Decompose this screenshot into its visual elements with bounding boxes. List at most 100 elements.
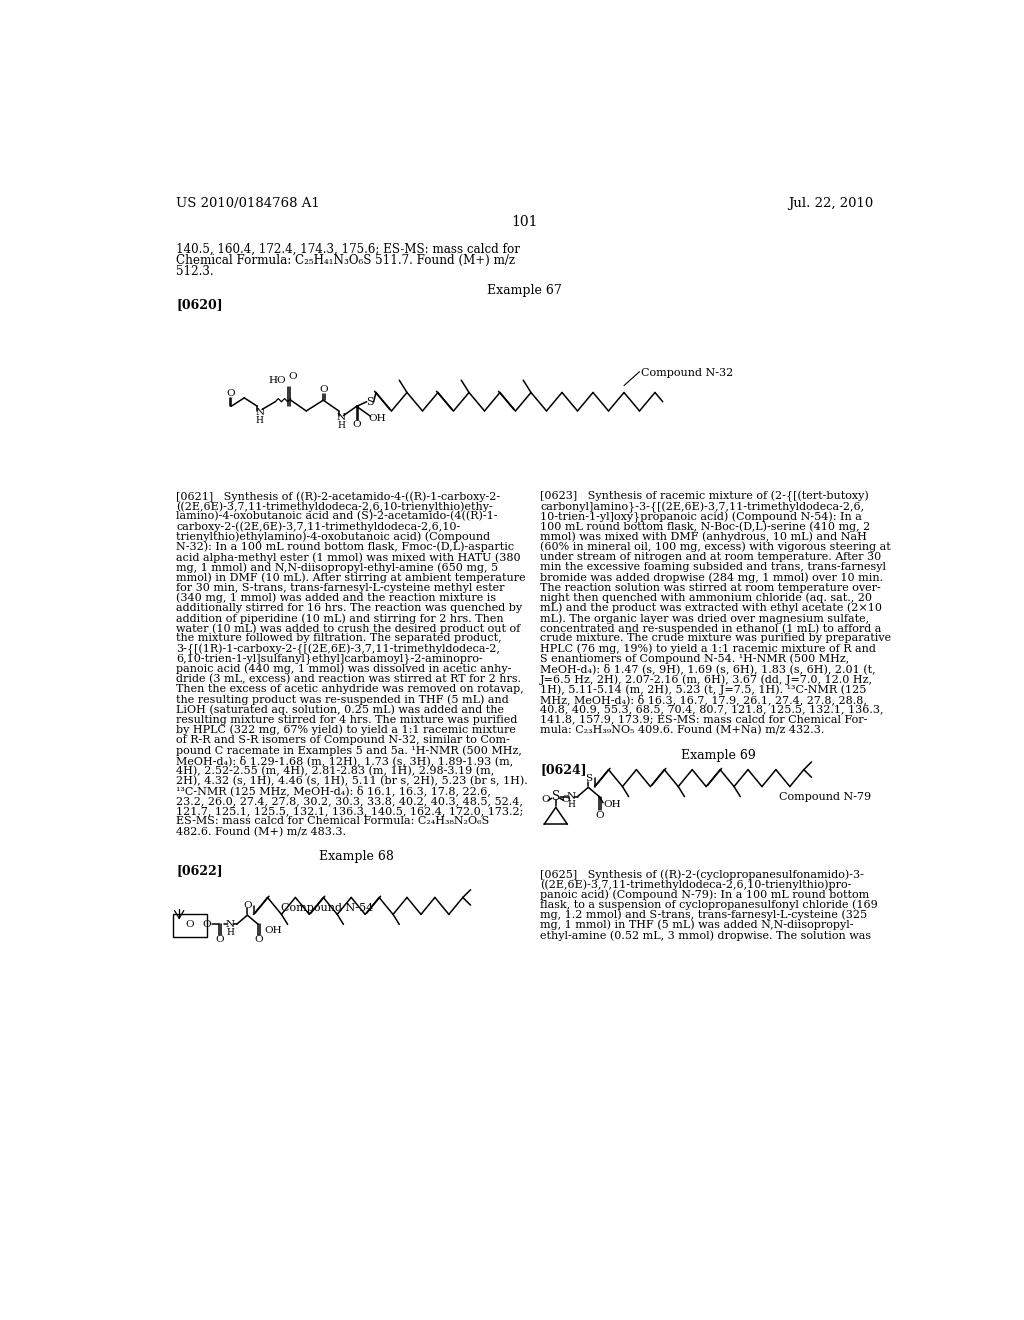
Text: N-32): In a 100 mL round bottom flask, Fmoc-(D,L)-aspartic: N-32): In a 100 mL round bottom flask, F… — [176, 543, 514, 553]
Text: mmol) was mixed with DMF (anhydrous, 10 mL) and NaH: mmol) was mixed with DMF (anhydrous, 10 … — [541, 532, 867, 543]
Text: H: H — [567, 800, 575, 809]
Text: lamino)-4-oxobutanoic acid and (S)-2-acetamido-(4((R)-1-: lamino)-4-oxobutanoic acid and (S)-2-ace… — [176, 511, 498, 521]
Text: Example 69: Example 69 — [681, 748, 756, 762]
Text: addition of piperidine (10 mL) and stirring for 2 hrs. Then: addition of piperidine (10 mL) and stirr… — [176, 612, 504, 623]
Text: S enantiomers of Compound N-54. ¹H-NMR (500 MHz,: S enantiomers of Compound N-54. ¹H-NMR (… — [541, 653, 850, 664]
Text: 101: 101 — [512, 215, 538, 230]
Text: panoic acid (440 mg, 1 mmol) was dissolved in acetic anhy-: panoic acid (440 mg, 1 mmol) was dissolv… — [176, 664, 511, 675]
Text: S: S — [366, 397, 374, 407]
Text: O: O — [203, 920, 211, 929]
Text: O: O — [561, 795, 570, 804]
Text: 482.6. Found (M+) m/z 483.3.: 482.6. Found (M+) m/z 483.3. — [176, 826, 346, 837]
Text: HPLC (76 mg, 19%) to yield a 1:1 racemic mixture of R and: HPLC (76 mg, 19%) to yield a 1:1 racemic… — [541, 644, 877, 655]
Text: MeOH-d₄): δ 1.29-1.68 (m, 12H), 1.73 (s, 3H), 1.89-1.93 (m,: MeOH-d₄): δ 1.29-1.68 (m, 12H), 1.73 (s,… — [176, 755, 513, 766]
Bar — [173, 913, 207, 937]
Text: for 30 min, S-trans, trans-farnesyl-L-cysteine methyl ester: for 30 min, S-trans, trans-farnesyl-L-cy… — [176, 582, 505, 593]
Text: flask, to a suspension of cyclopropanesulfonyl chloride (169: flask, to a suspension of cyclopropanesu… — [541, 899, 878, 909]
Text: O: O — [352, 420, 360, 429]
Text: The reaction solution was stirred at room temperature over-: The reaction solution was stirred at roo… — [541, 582, 881, 593]
Text: 3-{[(1R)-1-carboxy-2-{[(2E,6E)-3,7,11-trimethyldodeca-2,: 3-{[(1R)-1-carboxy-2-{[(2E,6E)-3,7,11-tr… — [176, 644, 500, 655]
Text: [0624]: [0624] — [541, 763, 587, 776]
Text: night then quenched with ammonium chloride (aq. sat., 20: night then quenched with ammonium chlori… — [541, 593, 872, 603]
Text: carbonyl]amino}-3-{[(2E,6E)-3,7,11-trimethyldodeca-2,6,: carbonyl]amino}-3-{[(2E,6E)-3,7,11-trime… — [541, 502, 864, 512]
Text: bromide was added dropwise (284 mg, 1 mmol) over 10 min.: bromide was added dropwise (284 mg, 1 mm… — [541, 573, 884, 583]
Text: OH: OH — [604, 800, 622, 809]
Text: acid alpha-methyl ester (1 mmol) was mixed with HATU (380: acid alpha-methyl ester (1 mmol) was mix… — [176, 552, 520, 562]
Text: O: O — [226, 389, 236, 397]
Text: crude mixture. The crude mixture was purified by preparative: crude mixture. The crude mixture was pur… — [541, 634, 892, 643]
Text: N: N — [225, 920, 234, 929]
Text: 23.2, 26.0, 27.4, 27.8, 30.2, 30.3, 33.8, 40.2, 40.3, 48.5, 52.4,: 23.2, 26.0, 27.4, 27.8, 30.2, 30.3, 33.8… — [176, 796, 523, 807]
Text: [0620]: [0620] — [176, 298, 222, 312]
Text: mg, 1 mmol) and N,N-diisopropyl-ethyl-amine (650 mg, 5: mg, 1 mmol) and N,N-diisopropyl-ethyl-am… — [176, 562, 498, 573]
Text: min the excessive foaming subsided and trans, trans-farnesyl: min the excessive foaming subsided and t… — [541, 562, 887, 572]
Text: the resulting product was re-suspended in THF (5 mL) and: the resulting product was re-suspended i… — [176, 694, 509, 705]
Text: Compound N-79: Compound N-79 — [779, 792, 871, 803]
Text: OH: OH — [264, 927, 282, 935]
Text: pound C racemate in Examples 5 and 5a. ¹H-NMR (500 MHz,: pound C racemate in Examples 5 and 5a. ¹… — [176, 744, 522, 756]
Text: under stream of nitrogen and at room temperature. After 30: under stream of nitrogen and at room tem… — [541, 552, 882, 562]
Text: J=6.5 Hz, 2H), 2.07-2.16 (m, 6H), 3.67 (dd, J=7.0, 12.0 Hz,: J=6.5 Hz, 2H), 2.07-2.16 (m, 6H), 3.67 (… — [541, 675, 873, 685]
Text: N: N — [255, 408, 264, 417]
Text: O: O — [254, 936, 262, 944]
Text: [0621]   Synthesis of ((R)-2-acetamido-4-((R)-1-carboxy-2-: [0621] Synthesis of ((R)-2-acetamido-4-(… — [176, 491, 500, 502]
Text: 100 mL round bottom flask, N-Boc-(D,L)-serine (410 mg, 2: 100 mL round bottom flask, N-Boc-(D,L)-s… — [541, 521, 870, 532]
Text: trienylthio)ethylamino)-4-oxobutanoic acid) (Compound: trienylthio)ethylamino)-4-oxobutanoic ac… — [176, 532, 490, 543]
Text: dride (3 mL, excess) and reaction was stirred at RT for 2 hrs.: dride (3 mL, excess) and reaction was st… — [176, 675, 521, 684]
Text: ES-MS: mass calcd for Chemical Formula: C₂₄H₃₈N₂O₆S: ES-MS: mass calcd for Chemical Formula: … — [176, 816, 489, 826]
Text: 2H), 4.32 (s, 1H), 4.46 (s, 1H), 5.11 (br s, 2H), 5.23 (br s, 1H).: 2H), 4.32 (s, 1H), 4.46 (s, 1H), 5.11 (b… — [176, 776, 527, 785]
Text: S: S — [585, 774, 592, 783]
Text: mula: C₂₃H₃₉NO₅ 409.6. Found (M+Na) m/z 432.3.: mula: C₂₃H₃₉NO₅ 409.6. Found (M+Na) m/z … — [541, 725, 824, 735]
Text: mmol) in DMF (10 mL). After stirring at ambient temperature: mmol) in DMF (10 mL). After stirring at … — [176, 573, 525, 583]
Text: ¹³C-NMR (125 MHz, MeOH-d₄): δ 16.1, 16.3, 17.8, 22.6,: ¹³C-NMR (125 MHz, MeOH-d₄): δ 16.1, 16.3… — [176, 785, 490, 796]
Text: panoic acid) (Compound N-79): In a 100 mL round bottom: panoic acid) (Compound N-79): In a 100 m… — [541, 890, 869, 900]
Text: ((2E,6E)-3,7,11-trimethyldodeca-2,6,10-trienylthio)pro-: ((2E,6E)-3,7,11-trimethyldodeca-2,6,10-t… — [541, 879, 852, 890]
Text: mL) and the product was extracted with ethyl acetate (2×10: mL) and the product was extracted with e… — [541, 603, 883, 614]
Text: 6,10-trien-1-yl]sulfanyl}ethyl]carbamoyl}-2-aminopro-: 6,10-trien-1-yl]sulfanyl}ethyl]carbamoyl… — [176, 653, 482, 664]
Text: [0623]   Synthesis of racemic mixture of (2-{[(tert-butoxy): [0623] Synthesis of racemic mixture of (… — [541, 491, 869, 503]
Text: by HPLC (322 mg, 67% yield) to yield a 1:1 racemic mixture: by HPLC (322 mg, 67% yield) to yield a 1… — [176, 725, 516, 735]
Text: 512.3.: 512.3. — [176, 264, 214, 277]
Text: LiOH (saturated aq. solution, 0.25 mL) was added and the: LiOH (saturated aq. solution, 0.25 mL) w… — [176, 705, 504, 715]
Text: concentrated and re-suspended in ethanol (1 mL) to afford a: concentrated and re-suspended in ethanol… — [541, 623, 882, 634]
Text: the mixture followed by filtration. The separated product,: the mixture followed by filtration. The … — [176, 634, 502, 643]
Text: mL). The organic layer was dried over magnesium sulfate,: mL). The organic layer was dried over ma… — [541, 612, 869, 623]
Text: N: N — [337, 413, 346, 422]
Text: Chemical Formula: C₂₅H₄₁N₃O₆S 511.7. Found (M+) m/z: Chemical Formula: C₂₅H₄₁N₃O₆S 511.7. Fou… — [176, 253, 515, 267]
Text: Example 67: Example 67 — [487, 284, 562, 297]
Text: Compound N-32: Compound N-32 — [641, 368, 733, 378]
Text: mg, 1 mmol) in THF (5 mL) was added N,N-diisopropyl-: mg, 1 mmol) in THF (5 mL) was added N,N-… — [541, 920, 854, 931]
Text: US 2010/0184768 A1: US 2010/0184768 A1 — [176, 197, 319, 210]
Text: [0622]: [0622] — [176, 865, 222, 878]
Text: MeOH-d₄): δ 1.47 (s, 9H), 1.69 (s, 6H), 1.83 (s, 6H), 2.01 (t,: MeOH-d₄): δ 1.47 (s, 9H), 1.69 (s, 6H), … — [541, 664, 876, 675]
Text: S: S — [552, 791, 560, 803]
Text: 141.8, 157.9, 173.9; ES-MS: mass calcd for Chemical For-: 141.8, 157.9, 173.9; ES-MS: mass calcd f… — [541, 714, 867, 725]
Text: O: O — [595, 810, 603, 820]
Text: Example 68: Example 68 — [319, 850, 394, 863]
Text: HO: HO — [268, 376, 286, 384]
Text: carboxy-2-((2E,6E)-3,7,11-trimethyldodeca-2,6,10-: carboxy-2-((2E,6E)-3,7,11-trimethyldodec… — [176, 521, 461, 532]
Text: O: O — [288, 372, 297, 380]
Text: Then the excess of acetic anhydride was removed on rotavap,: Then the excess of acetic anhydride was … — [176, 684, 524, 694]
Text: O: O — [185, 920, 195, 929]
Text: (340 mg, 1 mmol) was added and the reaction mixture is: (340 mg, 1 mmol) was added and the react… — [176, 593, 497, 603]
Text: Jul. 22, 2010: Jul. 22, 2010 — [788, 197, 873, 210]
Text: MHz, MeOH-d₄): δ 16.3, 16.7, 17.9, 26.1, 27.4, 27.8, 28.8,: MHz, MeOH-d₄): δ 16.3, 16.7, 17.9, 26.1,… — [541, 694, 867, 705]
Text: 10-trien-1-yl]oxy}propanoic acid) (Compound N-54): In a: 10-trien-1-yl]oxy}propanoic acid) (Compo… — [541, 511, 862, 523]
Text: H: H — [337, 421, 345, 430]
Text: O: O — [243, 902, 252, 911]
Text: (60% in mineral oil, 100 mg, excess) with vigorous steering at: (60% in mineral oil, 100 mg, excess) wit… — [541, 543, 891, 553]
Text: O: O — [319, 385, 328, 393]
Text: 1H), 5.11-5.14 (m, 2H), 5.23 (t, J=7.5, 1H). ¹³C-NMR (125: 1H), 5.11-5.14 (m, 2H), 5.23 (t, J=7.5, … — [541, 684, 866, 694]
Text: ((2E,6E)-3,7,11-trimethyldodeca-2,6,10-trienylthio)ethy-: ((2E,6E)-3,7,11-trimethyldodeca-2,6,10-t… — [176, 502, 493, 512]
Text: O: O — [542, 795, 550, 804]
Text: N: N — [566, 792, 575, 801]
Text: ethyl-amine (0.52 mL, 3 mmol) dropwise. The solution was: ethyl-amine (0.52 mL, 3 mmol) dropwise. … — [541, 929, 871, 941]
Text: H: H — [256, 416, 264, 425]
Text: Compound N-54: Compound N-54 — [282, 903, 374, 913]
Text: 140.5, 160.4, 172.4, 174.3, 175.6; ES-MS: mass calcd for: 140.5, 160.4, 172.4, 174.3, 175.6; ES-MS… — [176, 243, 520, 256]
Text: 40.8, 40.9, 55.3, 68.5, 70.4, 80.7, 121.8, 125.5, 132.1, 136.3,: 40.8, 40.9, 55.3, 68.5, 70.4, 80.7, 121.… — [541, 705, 884, 714]
Text: mg, 1.2 mmol) and S-trans, trans-farnesyl-L-cysteine (325: mg, 1.2 mmol) and S-trans, trans-farnesy… — [541, 909, 867, 920]
Text: H: H — [226, 928, 234, 937]
Text: water (10 mL) was added to crush the desired product out of: water (10 mL) was added to crush the des… — [176, 623, 520, 634]
